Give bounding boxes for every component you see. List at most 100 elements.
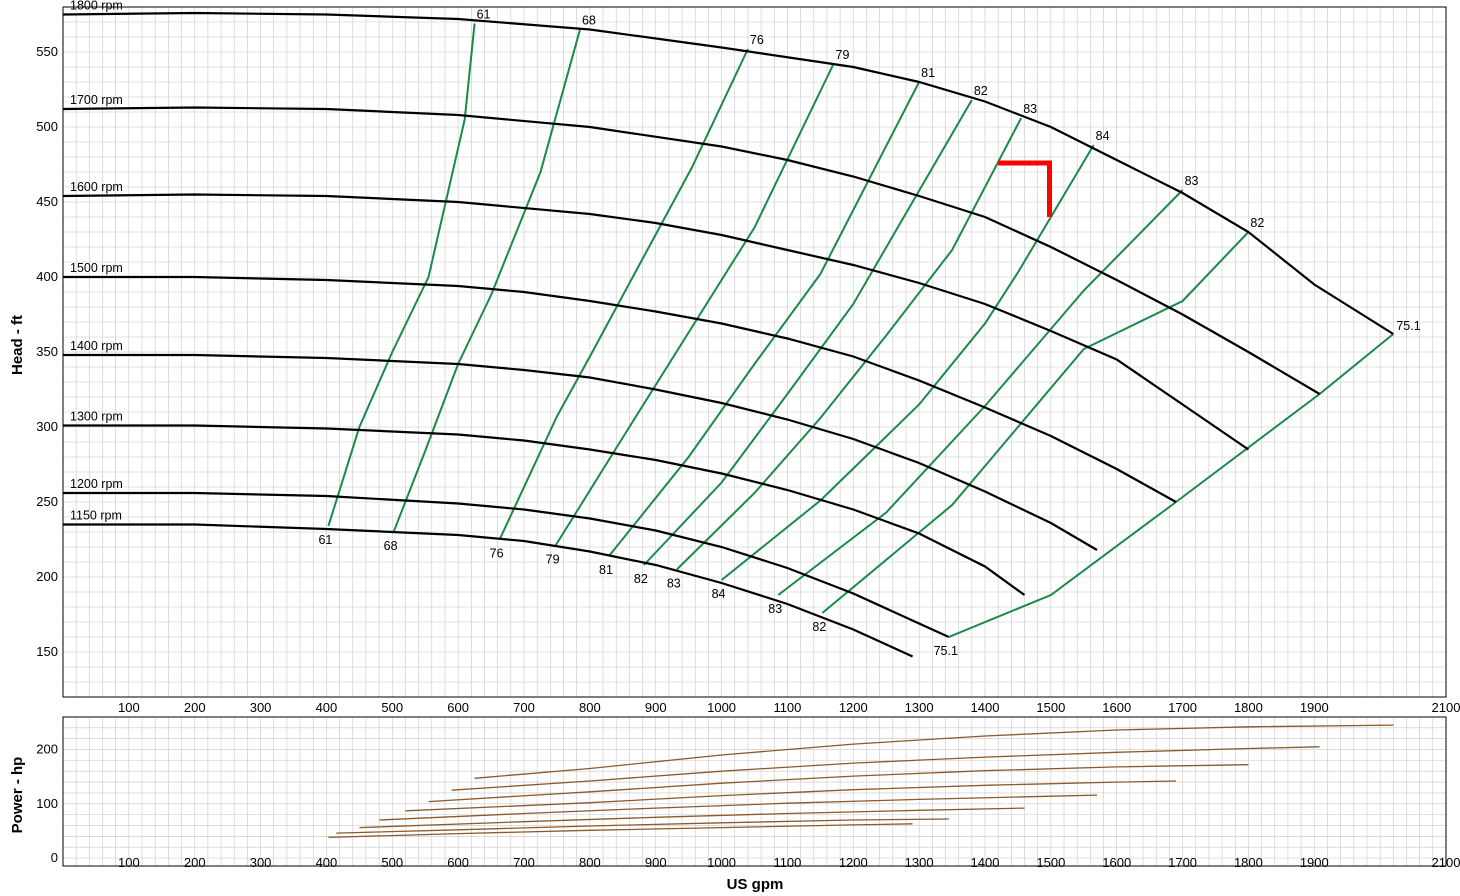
power-x-tick-label: 300 <box>250 855 272 870</box>
head-x-tick-label: 500 <box>381 700 403 715</box>
operating-point-marker <box>998 160 1052 217</box>
power-curves <box>328 724 1394 839</box>
efficiency-label-bottom: 83 <box>768 602 782 616</box>
power-x-tick-label: 900 <box>645 855 667 870</box>
head-x-tick-label: 1700 <box>1168 700 1197 715</box>
efficiency-curve <box>821 231 1250 614</box>
efficiency-curve <box>392 29 581 533</box>
head-x-tick-label: 1300 <box>905 700 934 715</box>
speed-curve-label: 1800 rpm <box>70 0 123 13</box>
efficiency-curve <box>643 99 973 566</box>
speed-curve <box>62 193 1250 451</box>
head-y-tick-label: 150 <box>36 644 58 659</box>
efficiency-label-top: 83 <box>1185 174 1199 188</box>
efficiency-curve <box>554 63 835 547</box>
efficiency-label-top: 82 <box>1250 216 1264 230</box>
power-x-tick-label: 600 <box>447 855 469 870</box>
head-x-tick-label: 100 <box>118 700 140 715</box>
head-y-tick-label: 300 <box>36 419 58 434</box>
power-x-tick-label: 1100 <box>773 855 801 870</box>
speed-curve-label: 1700 rpm <box>70 93 123 107</box>
speed-curve <box>63 353 1098 551</box>
power-x-tick-label: 1200 <box>839 855 868 870</box>
head-y-tick-label: 550 <box>36 44 58 59</box>
power-curve <box>379 794 1098 821</box>
power-x-tick-label: 1700 <box>1168 855 1197 870</box>
power-y-tick-label: 200 <box>36 742 58 757</box>
efficiency-curve <box>498 48 749 540</box>
power-curve <box>451 746 1320 791</box>
head-y-tick-label: 200 <box>36 569 58 584</box>
speed-curve-label: 1300 rpm <box>70 410 123 424</box>
speed-curve-label: 1500 rpm <box>70 261 123 275</box>
red-marker-line <box>998 160 1052 217</box>
speed-curve <box>63 275 1177 503</box>
power-curve <box>336 818 949 834</box>
power-x-tick-label: 1400 <box>971 855 1000 870</box>
head-x-tick-label: 1100 <box>773 700 801 715</box>
flow-axis-title: US gpm <box>727 876 784 893</box>
power-x-tick-label: 1800 <box>1234 855 1263 870</box>
efficiency-label-bottom: 81 <box>599 563 613 577</box>
head-axis-ticks: 100 200 300 400 500 600 700 800 900 1000 1100 1200 1… <box>36 44 1460 715</box>
power-x-tick-label: 700 <box>513 855 535 870</box>
power-x-tick-label: 1600 <box>1102 855 1131 870</box>
head-x-tick-label: 1600 <box>1102 700 1131 715</box>
speed-curve-label: 1400 rpm <box>70 339 123 353</box>
efficiency-curves <box>327 23 1394 638</box>
head-gridlines <box>62 6 1447 698</box>
efficiency-label-top: 81 <box>921 66 935 80</box>
efficiency-label-top: 76 <box>750 33 764 47</box>
power-curve <box>474 724 1394 779</box>
efficiency-label-bottom: 83 <box>667 577 681 591</box>
speed-curve-label: 1600 rpm <box>70 180 123 194</box>
efficiency-curve <box>720 144 1095 581</box>
efficiency-label-bottom: 75.1 <box>934 644 958 658</box>
efficiency-label-bottom: 61 <box>318 533 332 547</box>
efficiency-label-top: 82 <box>974 84 988 98</box>
head-x-tick-label: 400 <box>316 700 338 715</box>
head-x-tick-label: 900 <box>645 700 667 715</box>
head-x-tick-label: 1800 <box>1234 700 1263 715</box>
efficiency-label-top: 79 <box>836 48 850 62</box>
efficiency-label-bottom: 76 <box>490 547 504 561</box>
efficiency-curve <box>676 117 1023 571</box>
speed-curve-label: 1150 rpm <box>70 509 122 523</box>
efficiency-label-top: 61 <box>477 8 491 22</box>
power-curve <box>428 764 1249 803</box>
head-x-tick-label: 800 <box>579 700 601 715</box>
efficiency-curve <box>777 189 1184 596</box>
head-x-tick-label: 1200 <box>839 700 868 715</box>
power-x-tick-label: 1500 <box>1036 855 1065 870</box>
power-x-tick-label: 2100 <box>1432 855 1460 870</box>
head-plot-frame <box>62 6 1447 698</box>
power-x-tick-label: 800 <box>579 855 601 870</box>
power-plot-frame <box>62 716 1447 867</box>
power-x-tick-label: 100 <box>118 855 140 870</box>
efficiency-label-top: 83 <box>1023 102 1037 116</box>
head-x-tick-label: 1000 <box>707 700 736 715</box>
head-x-tick-label: 700 <box>513 700 535 715</box>
head-axis-title: Head - ft <box>9 315 26 375</box>
efficiency-label-bottom: 84 <box>712 587 726 601</box>
speed-curve <box>62 11 1394 335</box>
head-y-tick-label: 250 <box>36 494 58 509</box>
speed-curve <box>62 106 1321 395</box>
speed-curves <box>62 11 1394 658</box>
power-x-tick-label: 1000 <box>707 855 736 870</box>
head-y-tick-label: 450 <box>36 194 58 209</box>
head-x-tick-label: 300 <box>250 700 272 715</box>
speed-curve-label: 1200 rpm <box>70 477 123 491</box>
head-x-tick-label: 1400 <box>971 700 1000 715</box>
efficiency-label-top: 68 <box>582 14 596 28</box>
efficiency-label-top: 75.1 <box>1396 319 1420 333</box>
power-x-tick-label: 400 <box>316 855 338 870</box>
power-x-tick-label: 200 <box>184 855 206 870</box>
power-axis-title: Power - hp <box>9 757 26 834</box>
head-x-tick-label: 1900 <box>1300 700 1329 715</box>
head-x-tick-label: 200 <box>184 700 206 715</box>
power-curve <box>359 807 1025 829</box>
power-axis-ticks: 100 200 300 400 500 600 700 800 900 1000 1100 1200 1… <box>36 742 1460 870</box>
power-x-tick-label: 1900 <box>1300 855 1329 870</box>
